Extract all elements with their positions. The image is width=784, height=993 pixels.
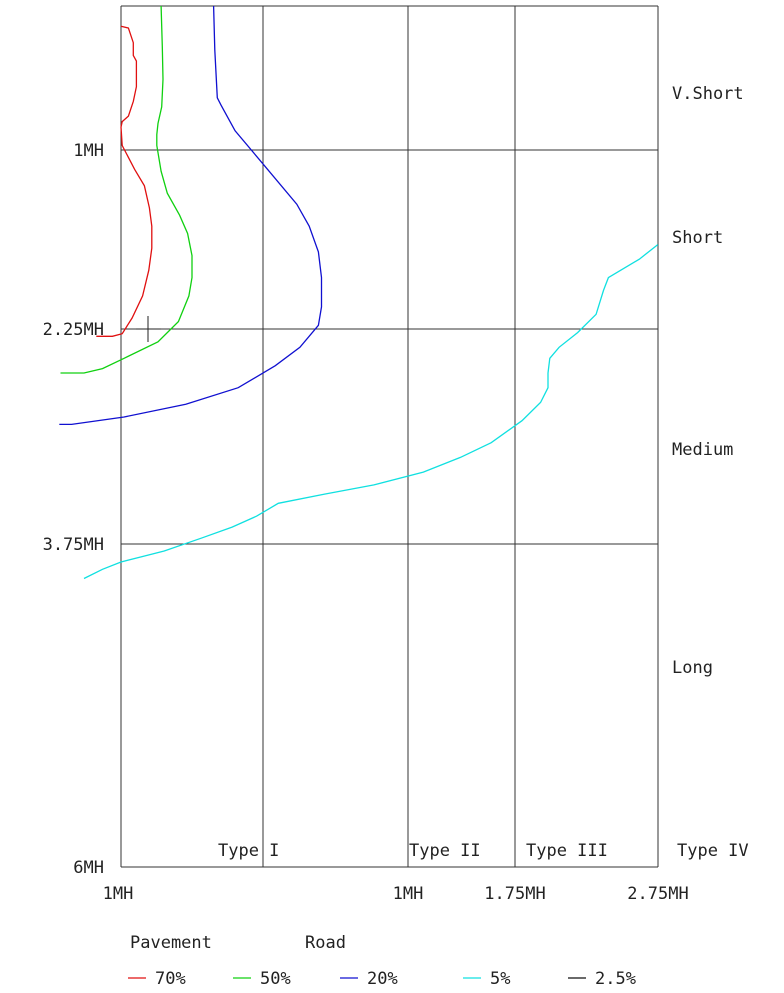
y-tick-labels: 1MH 2.25MH 3.75MH 6MH bbox=[43, 141, 104, 878]
column-labels: Type I Type II Type III Type IV bbox=[218, 841, 749, 861]
legend-title-road: Road bbox=[305, 933, 346, 953]
column-label-1: Type II bbox=[409, 841, 481, 861]
legend-label-1: 50% bbox=[260, 969, 291, 989]
column-label-3: Type IV bbox=[677, 841, 749, 861]
x-tick-label-0: 1MH bbox=[103, 884, 134, 904]
legend-label-2: 20% bbox=[367, 969, 398, 989]
x-tick-label-1: 1MH bbox=[393, 884, 424, 904]
y-tick-label-0: 1MH bbox=[73, 141, 104, 161]
column-label-2: Type III bbox=[526, 841, 608, 861]
series-line-0 bbox=[96, 25, 153, 337]
legend-title-pavement: Pavement bbox=[130, 933, 212, 953]
column-label-0: Type I bbox=[218, 841, 279, 861]
row-label-1: Short bbox=[672, 228, 723, 248]
legend: Pavement Road 70% 50% 20% 5% 2.5% bbox=[128, 933, 636, 989]
y-tick-label-2: 3.75MH bbox=[43, 535, 104, 555]
legend-label-4: 2.5% bbox=[595, 969, 636, 989]
x-tick-labels: 1MH 1MH 1.75MH 2.75MH bbox=[103, 884, 689, 904]
series-line-1 bbox=[60, 5, 193, 374]
series-line-2 bbox=[59, 5, 323, 426]
series-layer bbox=[59, 5, 659, 580]
row-label-2: Medium bbox=[672, 440, 733, 460]
y-tick-label-1: 2.25MH bbox=[43, 320, 104, 340]
row-labels: V.Short Short Medium Long bbox=[672, 84, 744, 678]
legend-label-0: 70% bbox=[155, 969, 186, 989]
x-tick-label-2: 1.75MH bbox=[484, 884, 545, 904]
series-line-3 bbox=[83, 244, 659, 580]
crosshair-marker bbox=[136, 316, 161, 342]
row-label-3: Long bbox=[672, 658, 713, 678]
y-tick-label-3: 6MH bbox=[73, 858, 104, 878]
x-tick-label-3: 2.75MH bbox=[627, 884, 688, 904]
row-label-0: V.Short bbox=[672, 84, 744, 104]
legend-label-3: 5% bbox=[490, 969, 510, 989]
grid-lines bbox=[120, 5, 659, 868]
